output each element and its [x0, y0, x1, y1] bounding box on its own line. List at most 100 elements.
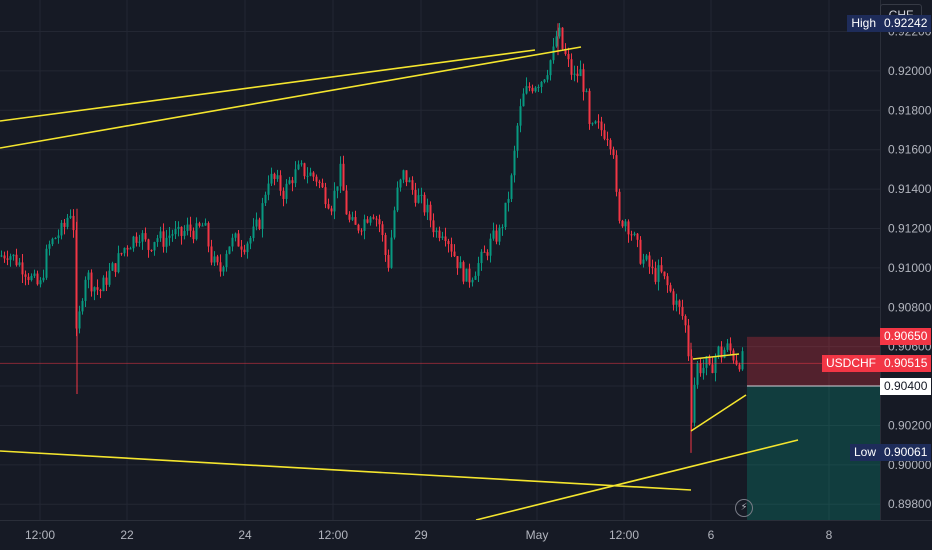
time-tick-label: 12:00	[318, 528, 348, 542]
candle-body	[462, 262, 465, 282]
candle-body	[666, 276, 669, 286]
candle-body	[363, 219, 366, 231]
price-tick-label: 0.91600	[888, 143, 932, 157]
candle-body	[333, 190, 336, 212]
candle-body	[312, 172, 315, 177]
candle-body	[561, 27, 564, 49]
candle-body	[87, 272, 90, 280]
candle-body	[81, 300, 84, 312]
candle-body	[243, 249, 246, 253]
candle-body	[570, 59, 573, 75]
candle-body	[423, 194, 426, 213]
candle-body	[609, 140, 612, 150]
candle-body	[582, 69, 585, 92]
candle-body	[279, 175, 282, 191]
candle-body	[729, 343, 732, 351]
candle-body	[294, 169, 297, 184]
candle-body	[15, 254, 18, 266]
candle-body	[648, 255, 651, 267]
candle-body	[153, 242, 156, 251]
price-axis: 0.922000.920000.918000.916000.914000.912…	[880, 0, 932, 550]
candle-body	[600, 121, 603, 131]
candle-body	[3, 255, 6, 259]
candle-body	[141, 233, 144, 242]
candle-body	[318, 181, 321, 183]
candle-body	[663, 271, 666, 277]
candle-body	[636, 233, 639, 240]
price-tick-label: 0.91800	[888, 103, 932, 117]
candle-body	[672, 291, 675, 305]
candle-body	[375, 218, 378, 220]
candle-body	[0, 255, 3, 257]
lightning-icon[interactable]: ⚡	[735, 499, 753, 517]
candle-body	[60, 222, 63, 236]
candle-body	[675, 300, 678, 305]
candle-body	[276, 175, 279, 179]
candle-body	[489, 238, 492, 256]
candle-body	[204, 223, 207, 226]
candle-body	[687, 325, 690, 357]
candle-body	[72, 215, 75, 231]
candle-body	[264, 194, 267, 204]
candle-body	[258, 219, 261, 229]
candle-body	[192, 230, 195, 240]
candle-body	[678, 300, 681, 307]
candle-body	[393, 210, 396, 238]
candle-body	[138, 241, 141, 243]
candle-body	[255, 219, 258, 227]
candle-body	[96, 287, 99, 290]
candle-body	[336, 186, 339, 191]
candle-body	[411, 180, 414, 190]
candle-body	[645, 255, 648, 260]
candle-body	[345, 190, 348, 215]
time-axis: 12:00 22 24 12:00 29 May 12:00 6 8	[0, 520, 932, 542]
candle-body	[474, 275, 477, 280]
candle-body	[123, 247, 126, 254]
candle-body	[612, 149, 615, 156]
candle-body	[342, 163, 345, 191]
candle-body	[108, 270, 111, 285]
candle-body	[414, 189, 417, 203]
candle-body	[522, 93, 525, 107]
candle-body	[168, 235, 171, 238]
candle-body	[228, 246, 231, 254]
candle-body	[252, 226, 255, 238]
candle-body	[717, 346, 720, 357]
candle-body	[615, 155, 618, 192]
candle-body	[696, 363, 699, 385]
candle-body	[516, 125, 519, 151]
candle-body	[249, 237, 252, 244]
candle-body	[537, 86, 540, 88]
candle-body	[468, 268, 471, 283]
candle-body	[234, 233, 237, 238]
candle-body	[120, 253, 123, 255]
price-tick-label: 0.90000	[888, 458, 932, 472]
trendline	[475, 439, 799, 521]
candle-body	[387, 254, 390, 268]
candle-body	[261, 203, 264, 229]
candle-body	[657, 265, 660, 282]
candle-body	[150, 249, 153, 251]
symbol-price-label: USDCHF	[822, 354, 880, 372]
candle-body	[57, 235, 60, 238]
candle-body	[501, 227, 504, 229]
candle-body	[48, 244, 51, 249]
candle-body	[426, 204, 429, 213]
low-label: Low	[849, 444, 880, 462]
candle-body	[510, 175, 513, 199]
candle-body	[483, 251, 486, 253]
candle-body	[477, 263, 480, 276]
candle-body	[549, 60, 552, 76]
time-tick-label: 6	[708, 528, 715, 542]
candle-body	[735, 360, 738, 365]
candle-body	[222, 267, 225, 272]
candle-body	[18, 262, 21, 266]
candle-body	[207, 223, 210, 247]
candle-body	[144, 233, 147, 240]
time-tick-label: 12:00	[609, 528, 639, 542]
candle-body	[324, 187, 327, 205]
price-tick-label: 0.91200	[888, 221, 932, 235]
candle-body	[306, 175, 309, 177]
candle-body	[639, 239, 642, 264]
